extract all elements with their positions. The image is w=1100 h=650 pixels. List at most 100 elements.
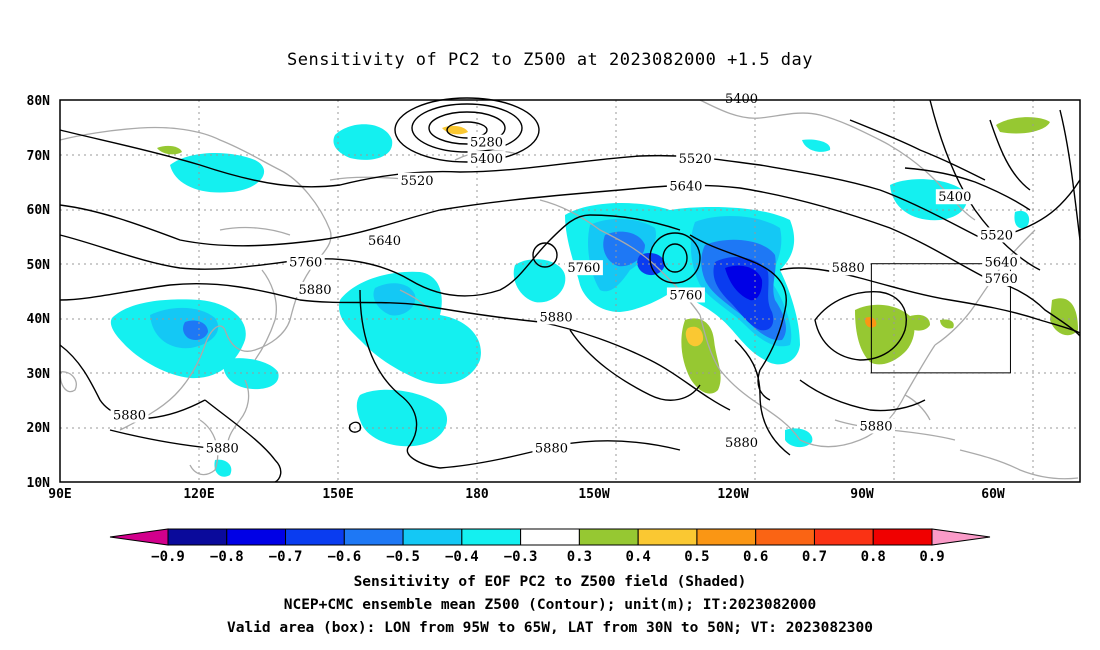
colorbar-min-arrow [109,528,169,546]
contour-label: 5400 [938,190,971,205]
colorbar-label: −0.5 [386,549,420,565]
lon-tick-label: 180 [465,487,489,502]
colorbar-label: 0.7 [802,549,827,565]
contour-label: 5880 [206,441,239,456]
contour-label-bg [722,91,761,106]
contour-label-bg [666,178,705,194]
contour-label: 5880 [113,409,146,424]
contour-label-bg [564,260,603,276]
contour-label: 5400 [470,152,503,167]
contour-label: 5760 [567,261,600,276]
contour-label: 5880 [540,310,573,325]
contour-label: 5880 [725,436,758,451]
contour-label-bg [537,309,576,325]
contour-label-bg [982,271,1021,287]
lat-tick-label: 60N [27,203,51,218]
contour-label: 5520 [400,174,433,189]
colorbar-max-arrow [931,528,991,546]
lon-tick-label: 60W [981,487,1005,502]
contour-label: 5760 [289,256,322,271]
colorbar-label: 0.9 [919,549,944,565]
colorbar-label: 0.6 [743,549,768,565]
caption-shading: Sensitivity of EOF PC2 to Z500 field (Sh… [353,574,747,590]
lon-tick-label: 150E [322,487,353,502]
contour-label-bg [666,287,705,303]
contour-label-bg [982,254,1021,270]
colorbar-label: −0.7 [269,549,303,565]
colorbar-label: −0.9 [151,549,185,565]
lat-tick-label: 40N [27,312,51,327]
lat-tick-label: 80N [27,94,51,109]
colorbar-swatch [520,528,580,546]
lat-tick-label: 70N [27,149,51,164]
sensitivity-shading [110,117,1078,477]
z500-contours [59,97,1081,483]
colorbar-label: 0.8 [861,549,886,565]
contour-label-bg [296,282,334,297]
lon-tick-label: 150W [578,487,609,502]
contour-label: 5640 [669,179,702,194]
caption-contour: NCEP+CMC ensemble mean Z500 (Contour); u… [283,597,817,613]
colorbar: −0.9 −0.8 −0.7 −0.6 −0.5 −0.4 −0.3 0.3 0.4 0.5 0.6… [109,528,991,565]
colorbar-label: 0.5 [684,549,709,565]
colorbar-label: 0.3 [567,549,592,565]
colorbar-swatch [285,528,345,546]
colorbar-swatch [343,528,404,546]
contour-label: 5880 [859,419,892,434]
lon-tick-label: 90W [850,487,874,502]
colorbar-swatch [637,528,698,546]
contour-label: 5280 [470,136,503,151]
contour-label-bg [676,151,715,167]
valid-area-box [870,263,1011,374]
plot-title: Sensitivity of PC2 to Z500 at 2023082000… [286,50,813,70]
lon-tick-label: 90E [48,487,71,502]
contour-label: 5640 [368,234,401,249]
contour-label: 5880 [832,261,865,276]
colorbar-label: 0.4 [626,549,651,565]
contour-label-bg [977,227,1016,243]
contour-label: 5760 [669,288,702,303]
contour-label: 5880 [535,441,568,456]
lat-tick-label: 30N [27,367,51,382]
colorbar-swatch [578,528,639,546]
contour-label-bg [829,260,868,276]
contour-label-bg [467,134,506,150]
lat-tick-label: 50N [27,258,51,273]
contour-label-bg [935,189,974,205]
colorbar-swatch [226,528,287,546]
contour-label-bg [532,440,571,456]
caption-valid-area: Valid area (box): LON from 95W to 65W, L… [226,620,873,636]
colorbar-swatch [755,528,815,546]
lon-tick-label: 120E [183,487,214,502]
lon-axis: 90E 120E 150E 180 150W 120W 90W 60W [48,487,1005,502]
contour-label: 5520 [679,152,712,167]
map-frame [59,99,1081,483]
colorbar-swatch [402,528,463,546]
colorbar-label: −0.4 [445,549,479,565]
contour-label-bg [467,151,506,167]
colorbar-label: −0.8 [210,549,244,565]
contour-label: 5640 [985,256,1018,271]
colorbar-label: −0.6 [327,549,361,565]
contour-label: 5760 [985,272,1018,287]
lon-tick-label: 120W [717,487,748,502]
contour-label-bg [722,434,761,450]
contour-label-bg [203,440,242,456]
contour-label-bg [857,418,895,434]
lat-axis: 80N 70N 60N 50N 40N 30N 20N 10N [27,94,51,491]
colorbar-swatch [696,528,757,546]
colorbar-swatch [872,528,933,546]
colorbar-swatch [461,528,522,546]
colorbar-label: −0.3 [504,549,538,565]
contour-label-bg [398,172,436,188]
contour-label-bg [110,407,149,423]
lat-tick-label: 10N [27,476,51,491]
lat-tick-label: 20N [27,421,51,436]
colorbar-swatch [167,528,228,546]
colorbar-swatch [813,528,874,546]
contour-label: 5520 [980,228,1013,243]
contour-label: 5880 [298,283,331,298]
contour-label-bg [365,232,404,248]
